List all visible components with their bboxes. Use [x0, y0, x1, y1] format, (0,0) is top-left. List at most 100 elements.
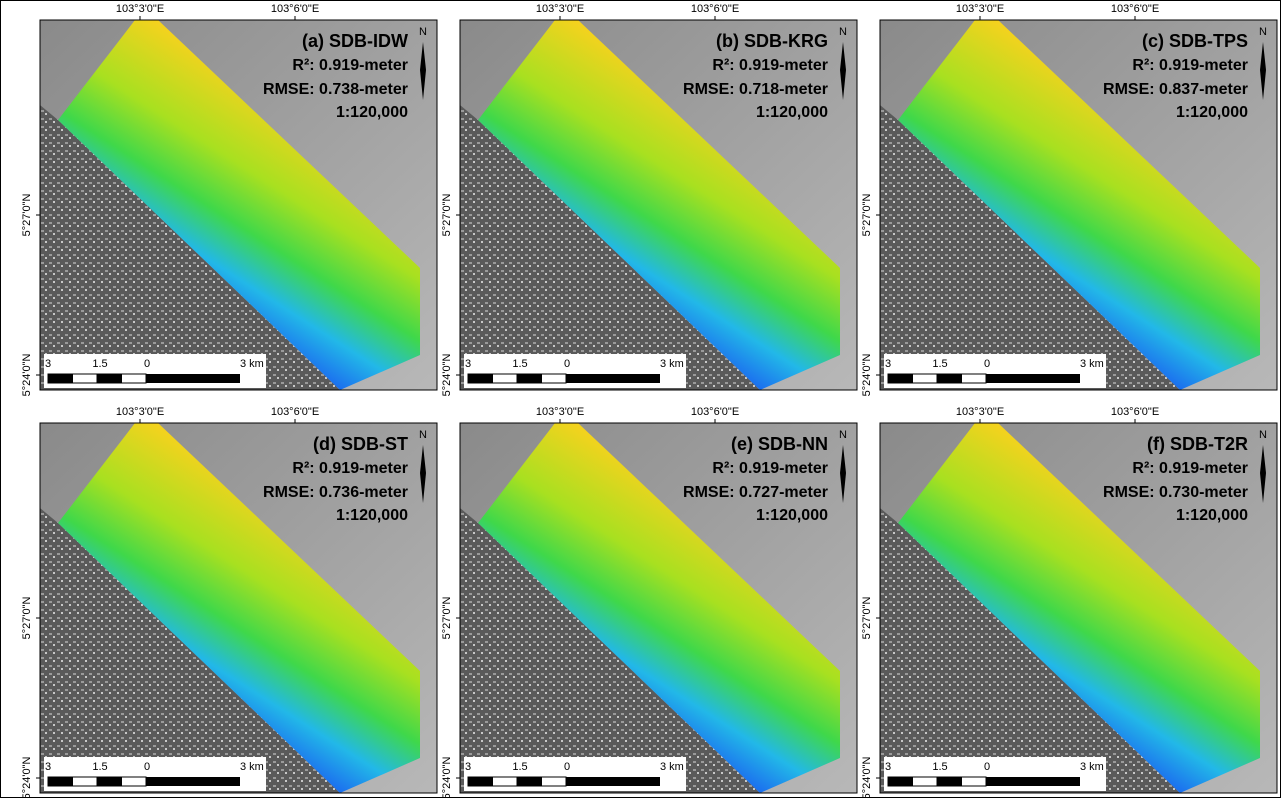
scale-label: 0 [144, 761, 150, 773]
scale-segment [566, 777, 660, 786]
y-tick-label: 5°27'0"N [861, 194, 873, 237]
north-label: N [839, 26, 847, 38]
scale-label: 3 km [660, 358, 684, 370]
north-label: N [419, 26, 427, 38]
scale-segment [468, 374, 493, 383]
scale-label: 1.5 [932, 761, 947, 773]
rmse-label: RMSE: 0.736-meter [263, 484, 408, 501]
panel-title: (d) SDB-ST [313, 434, 408, 454]
north-label: N [839, 429, 847, 441]
rmse-label: RMSE: 0.718-meter [683, 81, 828, 98]
x-tick-label: 103°6'0"E [691, 406, 739, 418]
map-panel: 103°3'0"E103°6'0"E5°27'0"N5°24'0"N(e) SD… [441, 406, 857, 798]
scale-segment [888, 777, 913, 786]
r2-label: R²: 0.919-meter [712, 57, 828, 74]
x-tick-label: 103°3'0"E [956, 406, 1004, 418]
scale-label: 3 km [660, 761, 684, 773]
scale-segment [986, 374, 1080, 383]
scale-segment [73, 777, 98, 786]
y-tick-label: 5°24'0"N [441, 757, 453, 798]
rmse-label: RMSE: 0.727-meter [683, 484, 828, 501]
rmse-label: RMSE: 0.837-meter [1103, 81, 1248, 98]
scale-label: 3 [465, 358, 471, 370]
scale-segment [962, 374, 987, 383]
y-tick-label: 5°27'0"N [21, 194, 33, 237]
scale-label: 3 [885, 358, 891, 370]
panel-title: (c) SDB-TPS [1142, 31, 1248, 51]
scale-segment [97, 374, 122, 383]
r2-label: R²: 0.919-meter [292, 460, 408, 477]
scale-segment [468, 777, 493, 786]
scale-label: 0 [984, 761, 990, 773]
scale-label: 3 km [240, 761, 264, 773]
scale-ratio: 1:120,000 [1176, 507, 1248, 524]
scale-segment [888, 374, 913, 383]
scale-label: 1.5 [92, 761, 107, 773]
y-tick-label: 5°24'0"N [21, 354, 33, 397]
scale-label: 0 [984, 358, 990, 370]
figure: 103°3'0"E 103°6'0"E 5°27'0"N 5°24'0"N (a) SD… [0, 0, 1281, 798]
y-tick-label: 5°24'0"N [441, 354, 453, 397]
scale-ratio: 1:120,000 [756, 507, 828, 524]
x-tick-label: 103°6'0"E [1111, 3, 1159, 15]
map-panel: 103°3'0"E 103°6'0"E 5°27'0"N 5°24'0"N (a) SD… [21, 3, 437, 397]
scale-label: 3 km [240, 358, 264, 370]
scale-segment [493, 777, 518, 786]
scale-segment [962, 777, 987, 786]
x-tick-label: 103°3'0"E [536, 3, 584, 15]
scale-label: 3 km [1080, 761, 1104, 773]
scale-label: 1.5 [512, 358, 527, 370]
scale-segment [146, 374, 240, 383]
scale-segment [937, 777, 962, 786]
scale-label: 1.5 [92, 358, 107, 370]
x-tick-label: 103°6'0"E [691, 3, 739, 15]
scale-label: 1.5 [932, 358, 947, 370]
y-tick-label: 5°27'0"N [861, 597, 873, 640]
scale-segment [97, 777, 122, 786]
x-tick-label: 103°3'0"E [536, 406, 584, 418]
x-tick-label: 103°6'0"E [271, 406, 319, 418]
scale-segment [566, 374, 660, 383]
scale-segment [122, 777, 147, 786]
scale-label: 0 [564, 761, 570, 773]
y-tick-label: 5°27'0"N [441, 194, 453, 237]
x-tick-label: 103°3'0"E [116, 406, 164, 418]
r2-label: R²: 0.919-meter [1132, 57, 1248, 74]
scale-segment [517, 374, 542, 383]
scale-ratio: 1:120,000 [336, 507, 408, 524]
scale-segment [542, 374, 567, 383]
scale-segment [913, 374, 938, 383]
scale-label: 0 [564, 358, 570, 370]
map-panel: 103°3'0"E 103°6'0"E 5°27'0"N 5°24'0"N (b) SD… [441, 3, 857, 397]
r2-label: R²: 0.919-meter [1132, 460, 1248, 477]
scale-ratio: 1:120,000 [756, 104, 828, 121]
panel-title: (b) SDB-KRG [716, 31, 828, 51]
scale-label: 3 [45, 358, 51, 370]
rmse-label: RMSE: 0.738-meter [263, 81, 408, 98]
scale-segment [48, 374, 73, 383]
scale-label: 3 [465, 761, 471, 773]
scale-segment [122, 374, 147, 383]
scale-segment [937, 374, 962, 383]
scale-label: 3 km [1080, 358, 1104, 370]
north-label: N [419, 429, 427, 441]
x-tick-label: 103°6'0"E [271, 3, 319, 15]
x-tick-label: 103°3'0"E [956, 3, 1004, 15]
scale-segment [493, 374, 518, 383]
scale-segment [913, 777, 938, 786]
scale-segment [986, 777, 1080, 786]
scale-ratio: 1:120,000 [1176, 104, 1248, 121]
r2-label: R²: 0.919-meter [292, 57, 408, 74]
north-label: N [1259, 429, 1267, 441]
scale-ratio: 1:120,000 [336, 104, 408, 121]
panel-title: (e) SDB-NN [731, 434, 828, 454]
scale-segment [517, 777, 542, 786]
map-panel: 103°3'0"E103°6'0"E5°27'0"N5°24'0"N(f) SD… [861, 406, 1277, 798]
scale-label: 0 [144, 358, 150, 370]
panel-title: (a) SDB-IDW [302, 31, 408, 51]
x-tick-label: 103°6'0"E [1111, 406, 1159, 418]
scale-segment [146, 777, 240, 786]
x-tick-label: 103°3'0"E [116, 3, 164, 15]
